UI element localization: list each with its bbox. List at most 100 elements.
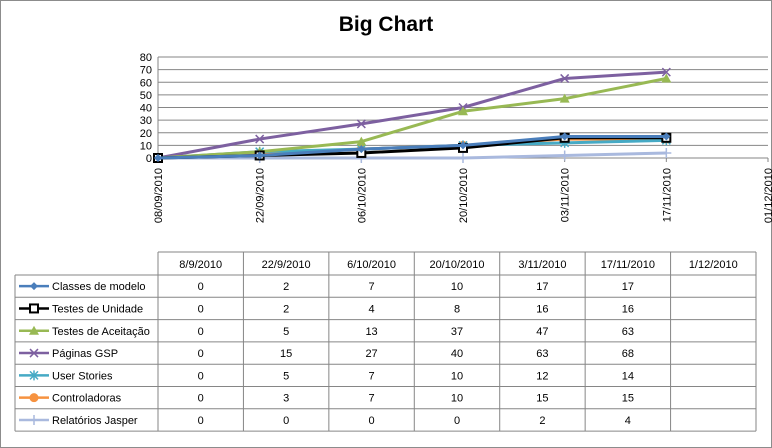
table-cell: 16 — [536, 303, 548, 315]
table-header-cell: 1/12/2010 — [689, 259, 738, 271]
data-table: 8/9/2010 22/9/2010 6/10/2010 20/10/2010 3/11… — [14, 251, 757, 432]
y-tick-label: 80 — [140, 52, 152, 64]
y-tick-label: 50 — [140, 90, 152, 102]
table-cell: 63 — [622, 326, 634, 338]
series-line — [157, 70, 667, 160]
table-cell: 0 — [198, 348, 204, 360]
data-point — [255, 134, 265, 144]
table-cell: 15 — [622, 393, 634, 405]
table-header-cell: 17/11/2010 — [601, 259, 655, 271]
table-cell: 12 — [536, 370, 548, 382]
data-point — [459, 141, 467, 150]
table-cell: 10 — [451, 281, 463, 293]
data-point — [661, 147, 672, 158]
table-cell: 0 — [198, 415, 204, 427]
table-header-cell: 8/9/2010 — [179, 259, 222, 271]
table-row: Páginas GSP 0 15 27 40 63 68 — [19, 348, 634, 360]
table-cell: 15 — [536, 393, 548, 405]
table-cell: 37 — [451, 326, 463, 338]
x-tick-label: 22/09/2010 — [255, 168, 267, 223]
legend-label: Classes de modelo — [52, 281, 146, 293]
table-cell: 7 — [369, 281, 375, 293]
table-row: Classes de modelo 0 2 7 10 17 17 — [19, 281, 634, 293]
data-point — [661, 73, 672, 83]
x-tick-label: 17/11/2010 — [661, 168, 673, 222]
table-row: Testes de Aceitação 0 5 13 37 47 63 — [19, 325, 634, 338]
data-point — [356, 136, 367, 146]
y-tick-label: 30 — [140, 115, 152, 127]
data-point — [154, 154, 162, 162]
table-cell: 8 — [454, 303, 460, 315]
y-tick-label: 20 — [140, 128, 152, 140]
x-tick-label: 08/09/2010 — [153, 168, 165, 223]
data-point — [29, 414, 39, 425]
table-header-cell: 3/11/2010 — [518, 259, 566, 271]
table-cell: 4 — [625, 415, 631, 427]
series-line — [157, 135, 667, 160]
table-header-cell: 22/9/2010 — [262, 259, 311, 271]
table-cell: 2 — [283, 281, 289, 293]
table-cell: 0 — [198, 281, 204, 293]
x-tick-label: 03/11/2010 — [560, 168, 572, 222]
data-point — [30, 282, 38, 291]
data-point — [458, 106, 468, 116]
table-cell: 4 — [369, 303, 375, 315]
data-point — [662, 132, 671, 141]
x-tick-label: 20/10/2010 — [458, 168, 470, 223]
table-cell: 0 — [198, 370, 204, 382]
table-cell: 2 — [283, 303, 289, 315]
y-tick-label: 40 — [140, 103, 152, 115]
legend-label: Controladoras — [52, 393, 122, 405]
table-row: Testes de Unidade 0 2 4 8 16 16 — [19, 303, 634, 315]
data-point — [255, 151, 264, 160]
table-cell: 2 — [539, 415, 545, 427]
series-line — [157, 76, 667, 160]
y-tick-label: 0 — [146, 153, 152, 165]
legend-label: Testes de Aceitação — [52, 326, 150, 338]
data-point — [559, 93, 570, 103]
table-header-cell: 6/10/2010 — [347, 259, 396, 271]
data-point — [29, 303, 39, 314]
table-cell: 0 — [283, 415, 289, 427]
table-header-cell: 20/10/2010 — [429, 259, 484, 271]
table-cell: 13 — [365, 326, 377, 338]
data-point — [29, 370, 39, 381]
x-tick-label: 01/12/2010 — [763, 168, 772, 223]
data-point — [29, 348, 39, 358]
table-row: Controladoras 0 3 7 10 15 15 — [19, 393, 634, 405]
chart-title: Big Chart — [338, 13, 434, 36]
table-cell: 47 — [536, 326, 548, 338]
y-tick-label: 10 — [140, 140, 152, 152]
table-cell: 17 — [622, 281, 634, 293]
data-point — [560, 73, 570, 83]
table-cell: 7 — [369, 393, 375, 405]
table-cell: 7 — [369, 370, 375, 382]
table-cell: 40 — [451, 348, 463, 360]
table-cell: 63 — [536, 348, 548, 360]
data-point — [29, 325, 39, 335]
data-point — [356, 119, 366, 129]
table-cell: 0 — [198, 303, 204, 315]
data-point — [559, 150, 570, 161]
table-cell: 0 — [454, 415, 460, 427]
table-cell: 0 — [198, 393, 204, 405]
table-cell: 68 — [622, 348, 634, 360]
table-cell: 10 — [451, 393, 463, 405]
table-cell: 10 — [451, 370, 463, 382]
legend-label: Páginas GSP — [52, 348, 118, 360]
table-cell: 5 — [283, 370, 289, 382]
data-point — [458, 153, 468, 163]
table-cell: 15 — [280, 348, 292, 360]
table-cell: 17 — [536, 281, 548, 293]
series-classes-de-modelo — [154, 132, 671, 162]
x-tick-label: 06/10/2010 — [356, 168, 368, 223]
table-cell: 14 — [622, 370, 634, 382]
table-cell: 0 — [369, 415, 375, 427]
table-cell: 27 — [365, 348, 377, 360]
legend-label: Testes de Unidade — [52, 303, 143, 315]
data-point — [29, 393, 39, 403]
table-row: User Stories 0 5 7 10 12 14 — [19, 370, 634, 382]
y-tick-label: 70 — [140, 65, 152, 77]
legend-label: User Stories — [52, 370, 113, 382]
